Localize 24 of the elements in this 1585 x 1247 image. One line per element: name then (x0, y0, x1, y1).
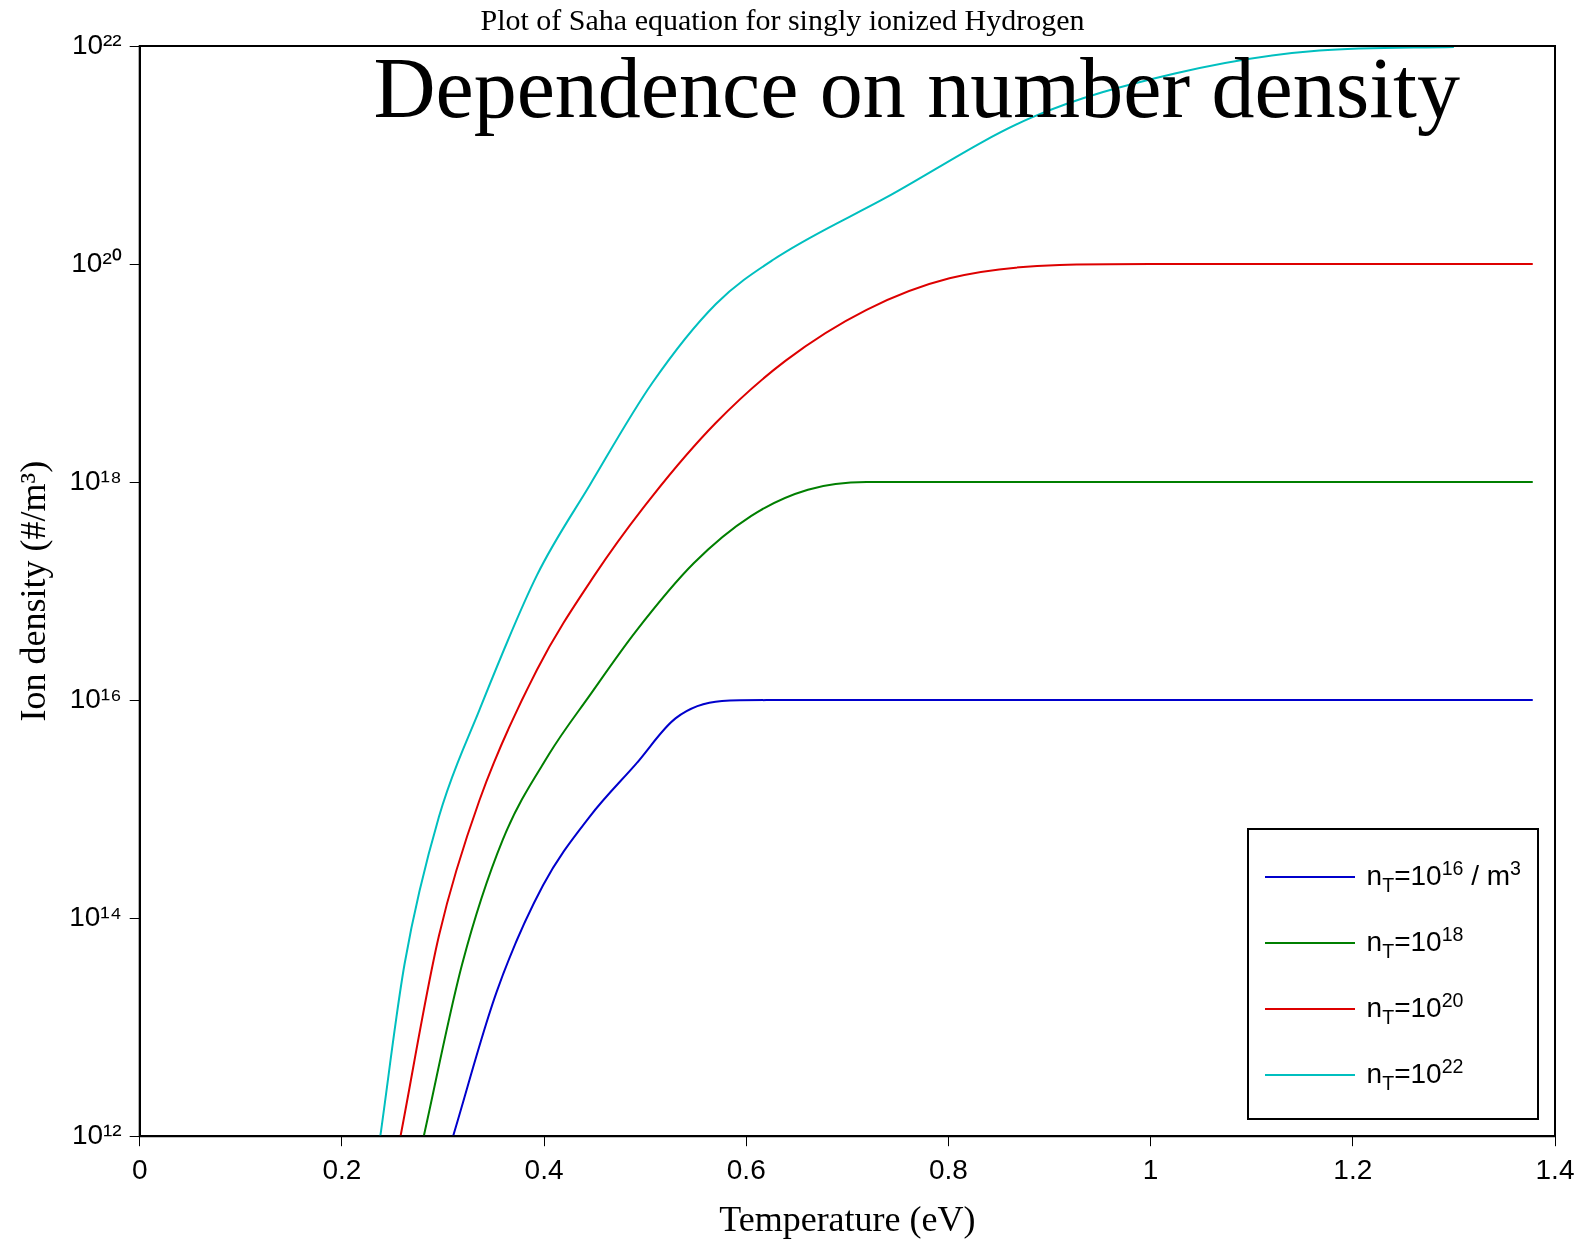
x-tick-label: 1.2 (1333, 1153, 1373, 1185)
line-series (422, 481, 1534, 1137)
y-tick-label: 10²⁰ (71, 246, 122, 278)
y-tick-label: 10¹⁴ (69, 900, 122, 932)
chart-title: Plot of Saha equation for singly ionized Hydrogen (480, 2, 1085, 36)
legend-label: n$_{T}$=10$^{18}$ (1366, 923, 1464, 964)
line-series (399, 263, 1534, 1137)
legend-label: n$_{T}$=10$^{22}$ (1366, 1055, 1464, 1096)
legend-label: n$_{T}$=10$^{16}$ / m$^{3}$ (1366, 857, 1521, 898)
x-tick-label: 1.4 (1535, 1153, 1575, 1185)
y-tick-label: 10¹² (71, 1118, 122, 1150)
x-tick-label: 0.6 (726, 1153, 766, 1185)
x-tick-label: 0.4 (524, 1153, 564, 1185)
y-axis-title: Ion density (#/m³) (13, 460, 54, 722)
x-tick-label: 0.2 (322, 1153, 362, 1185)
y-tick-label: 10¹⁸ (69, 464, 122, 496)
y-tick-label: 10²² (71, 28, 122, 60)
x-tick-label: 0.8 (928, 1153, 968, 1185)
legend-label: n$_{T}$=10$^{20}$ (1366, 989, 1464, 1030)
y-tick-label: 10¹⁶ (69, 682, 122, 714)
x-tick-label: 0 (131, 1153, 148, 1185)
x-axis-title: Temperature (eV) (719, 1198, 976, 1239)
x-tick-label: 1 (1142, 1153, 1159, 1185)
line-series (452, 699, 1534, 1137)
